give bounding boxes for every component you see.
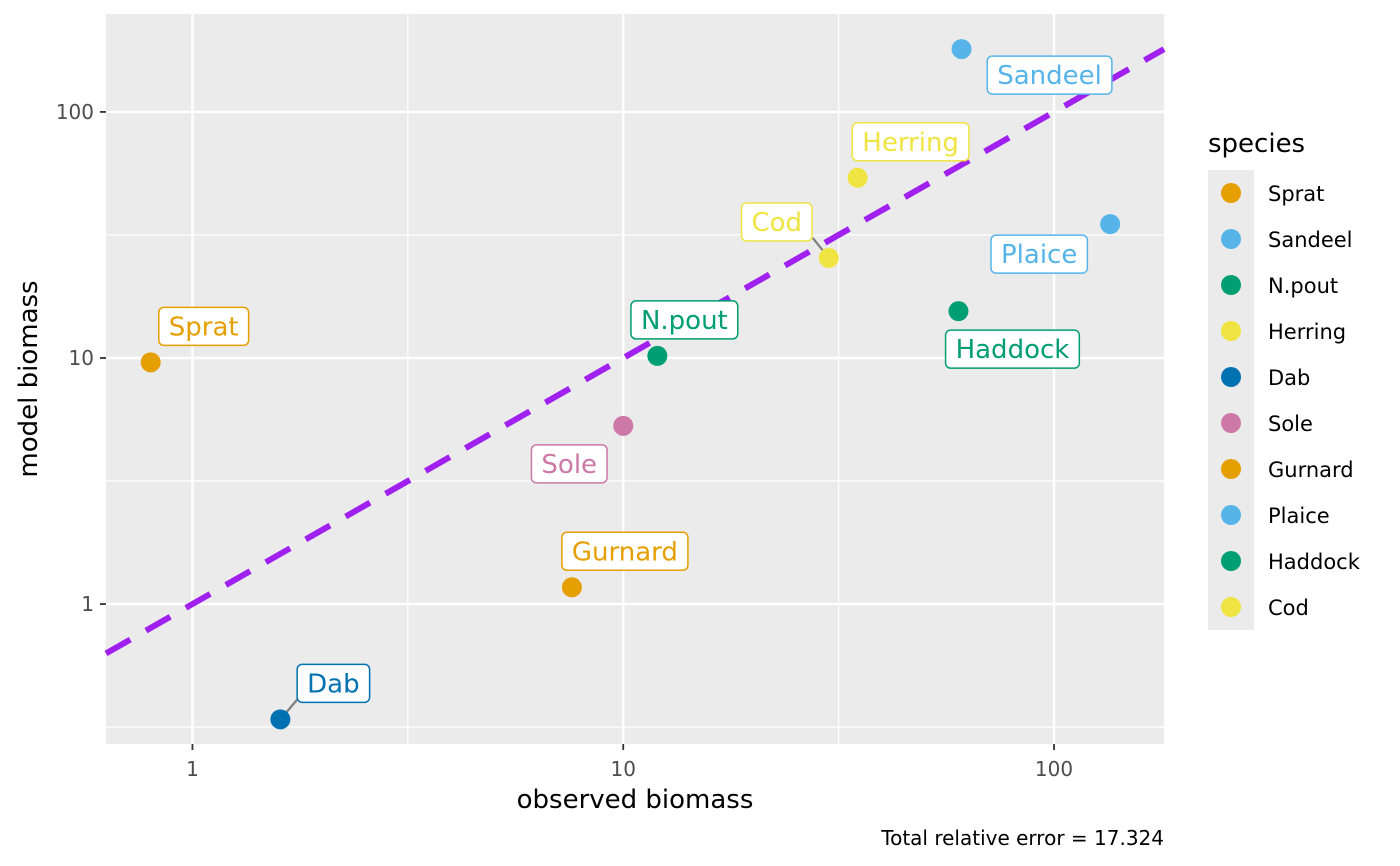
point-sandeel: [951, 39, 972, 60]
point-dab: [270, 709, 291, 730]
y-tick-label: 10: [69, 346, 94, 370]
legend-key-sprat: [1221, 183, 1241, 203]
point-label-box: [740, 202, 813, 242]
point-label-box: [630, 300, 739, 340]
legend-label-n-pout: N.pout: [1268, 274, 1338, 298]
legend-label-herring: Herring: [1268, 320, 1346, 344]
legend-label-plaice: Plaice: [1268, 504, 1330, 528]
legend-label-cod: Cod: [1268, 596, 1309, 620]
point-label-text: Herring: [862, 128, 959, 158]
point-cod: [818, 247, 839, 268]
point-label-box: [561, 531, 689, 572]
point-label-herring: Herring: [851, 122, 970, 162]
x-axis-title: observed biomass: [517, 785, 754, 815]
point-label-sandeel: Sandeel: [986, 55, 1113, 95]
point-labels: Sprat Sandeel N.pout Herring Dab Sole Gurnard P…: [158, 55, 1113, 704]
point-n-pout: [647, 345, 668, 366]
legend-label-dab: Dab: [1268, 366, 1310, 390]
legend-key-haddock: [1221, 551, 1241, 571]
point-label-text: Dab: [307, 669, 359, 699]
legend-item-sprat: Sprat: [1221, 182, 1324, 206]
legend-key-plaice: [1221, 505, 1241, 525]
point-label-sprat: Sprat: [158, 306, 250, 347]
plot-panel: [106, 14, 1164, 744]
legend-key-sole: [1221, 413, 1241, 433]
legend-item-sole: Sole: [1221, 412, 1313, 436]
point-label-box: [986, 55, 1113, 95]
point-label-box: [530, 444, 608, 484]
point-sprat: [140, 352, 161, 373]
legend-item-haddock: Haddock: [1221, 550, 1361, 574]
point-label-gurnard: Gurnard: [561, 531, 689, 572]
x-tick-label: 10: [611, 757, 636, 781]
x-tick-label: 1: [186, 757, 199, 781]
legend-label-sole: Sole: [1268, 412, 1313, 436]
legend-item-dab: Dab: [1221, 366, 1310, 390]
legend-item-sandeel: Sandeel: [1221, 228, 1353, 252]
point-label-text: Sprat: [169, 312, 239, 342]
point-haddock: [948, 301, 969, 322]
legend-key-herring: [1221, 321, 1241, 341]
point-label-text: Sole: [541, 450, 597, 480]
legend-item-cod: Cod: [1221, 596, 1309, 620]
caption: Total relative error = 17.324: [880, 826, 1164, 850]
legend-label-sandeel: Sandeel: [1268, 228, 1353, 252]
point-label-cod: Cod: [740, 202, 813, 242]
y-axis-title: model biomass: [14, 280, 44, 477]
point-label-haddock: Haddock: [944, 329, 1081, 369]
point-label-plaice: Plaice: [990, 234, 1089, 274]
legend-key-cod: [1221, 597, 1241, 617]
point-label-text: N.pout: [641, 306, 728, 336]
legend-key-n-pout: [1221, 275, 1241, 295]
data-points: [140, 39, 1121, 730]
legend-key-dab: [1221, 367, 1241, 387]
point-label-box: [944, 329, 1081, 369]
x-tick-label: 100: [1035, 757, 1073, 781]
y-tick-label: 100: [56, 100, 94, 124]
point-label-n-pout: N.pout: [630, 300, 739, 340]
y-tick-label: 1: [81, 592, 94, 616]
point-label-box: [296, 663, 371, 704]
legend-key-sandeel: [1221, 229, 1241, 249]
identity-reference-line: [104, 46, 1166, 657]
legend: species Sprat Sandeel N.pout Herring Dab Sole…: [1208, 129, 1361, 630]
legend-label-sprat: Sprat: [1268, 182, 1324, 206]
point-label-box: [851, 122, 970, 162]
point-label-dab: Dab: [296, 663, 371, 704]
legend-item-plaice: Plaice: [1221, 504, 1330, 528]
legend-label-gurnard: Gurnard: [1268, 458, 1354, 482]
legend-title: species: [1208, 129, 1305, 159]
legend-item-herring: Herring: [1221, 320, 1346, 344]
axis-ticks: 1 10 100 1 10 100: [56, 100, 1073, 781]
point-sole: [613, 415, 634, 436]
point-label-text: Plaice: [1001, 240, 1077, 270]
point-label-box: [158, 306, 250, 347]
point-label-text: Gurnard: [572, 537, 678, 567]
point-label-text: Haddock: [956, 335, 1070, 365]
legend-key-gurnard: [1221, 459, 1241, 479]
point-label-sole: Sole: [530, 444, 608, 484]
legend-label-haddock: Haddock: [1268, 550, 1361, 574]
point-label-box: [990, 234, 1089, 274]
legend-item-n-pout: N.pout: [1221, 274, 1338, 298]
legend-item-gurnard: Gurnard: [1221, 458, 1354, 482]
point-herring: [847, 167, 868, 188]
point-label-text: Cod: [751, 208, 802, 238]
point-label-text: Sandeel: [997, 61, 1102, 91]
point-gurnard: [561, 577, 582, 598]
point-plaice: [1100, 214, 1121, 235]
